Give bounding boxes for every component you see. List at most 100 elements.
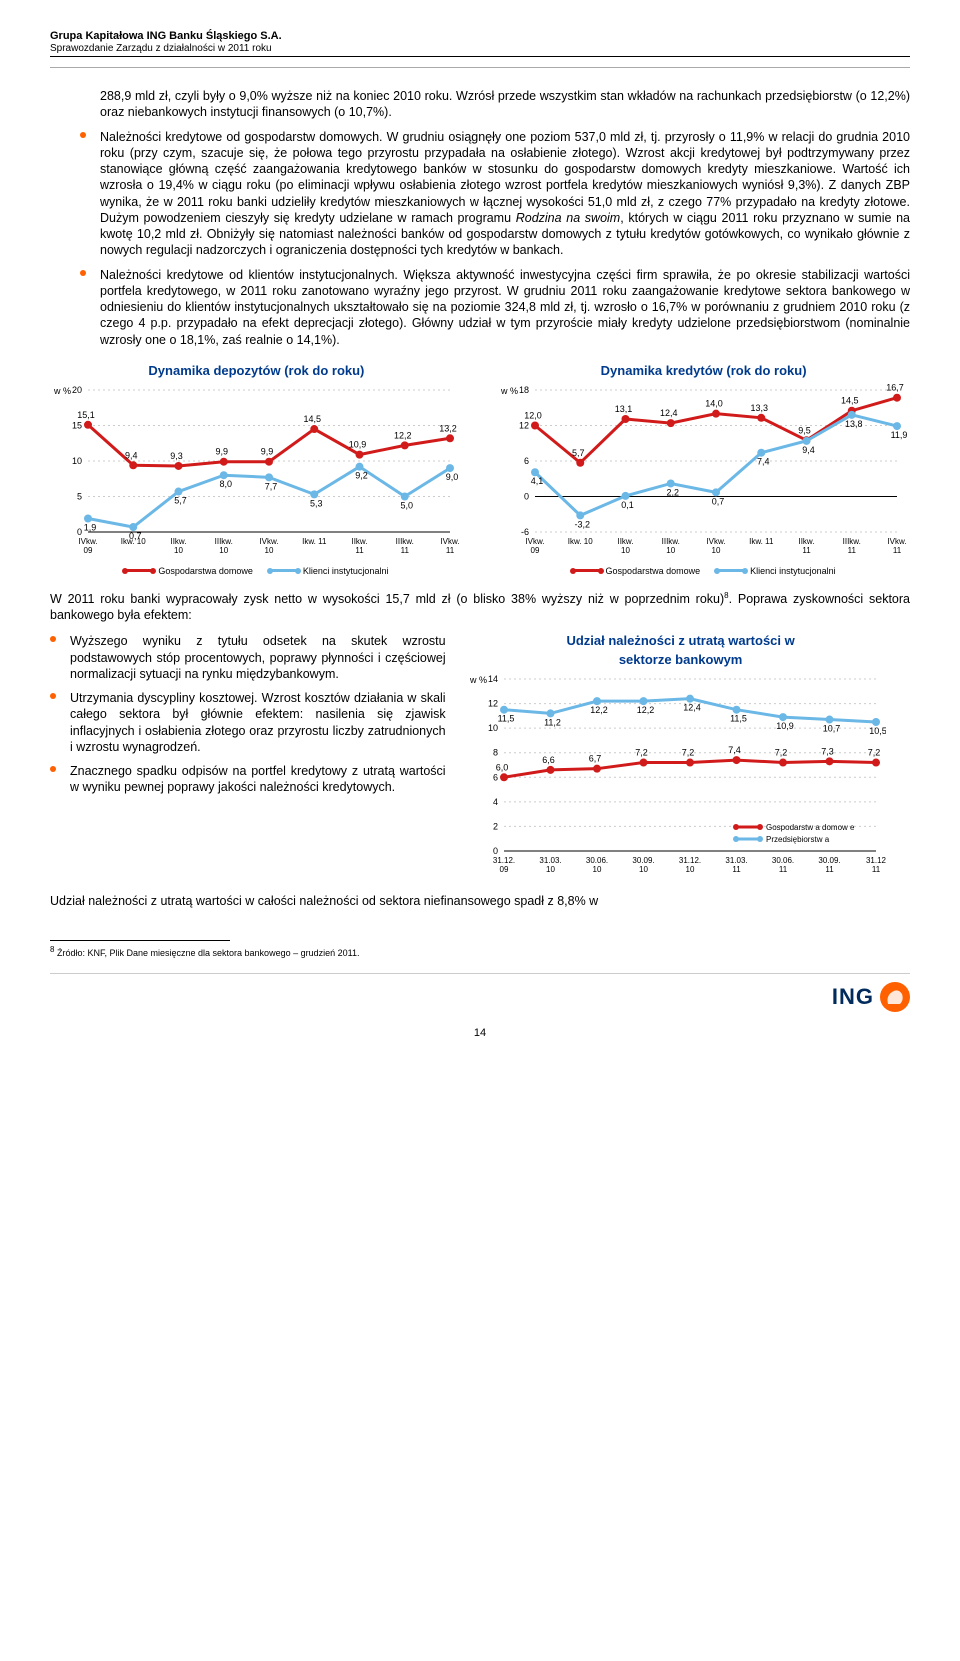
legend-gd: Gospodarstwa domowe	[158, 566, 253, 576]
svg-text:11: 11	[803, 546, 812, 555]
svg-text:10: 10	[488, 724, 498, 734]
svg-text:14,5: 14,5	[303, 414, 321, 424]
svg-text:12: 12	[488, 699, 498, 709]
svg-text:31.03.: 31.03.	[539, 856, 561, 865]
svg-text:10: 10	[712, 546, 721, 555]
svg-text:12,2: 12,2	[394, 430, 412, 440]
svg-text:14,0: 14,0	[705, 398, 723, 408]
svg-text:11: 11	[446, 546, 455, 555]
svg-text:2,2: 2,2	[667, 487, 680, 497]
svg-text:6,0: 6,0	[495, 763, 508, 773]
two-column-section: Wyższego wyniku z tytułu odsetek na skut…	[50, 633, 910, 881]
svg-text:6: 6	[493, 773, 498, 783]
svg-text:9,3: 9,3	[170, 451, 183, 461]
para-profit: W 2011 roku banki wypracowały zysk netto…	[50, 591, 910, 624]
svg-text:10,9: 10,9	[349, 439, 367, 449]
svg-text:IIIkw.: IIIkw.	[215, 537, 233, 546]
svg-text:16,7: 16,7	[886, 382, 904, 392]
svg-text:10: 10	[546, 865, 555, 874]
svg-text:0,7: 0,7	[712, 496, 725, 506]
svg-text:14: 14	[488, 674, 498, 684]
bullet-icon	[80, 270, 86, 276]
svg-text:IIkw.: IIkw.	[618, 537, 634, 546]
chart-credits-legend: Gospodarstwa domowe Klienci instytucjona…	[497, 566, 910, 576]
svg-text:-3,2: -3,2	[575, 519, 591, 529]
svg-text:5,0: 5,0	[400, 500, 413, 510]
svg-text:4: 4	[493, 797, 498, 807]
chart-deposits: Dynamika depozytów (rok do roku) 0510152…	[50, 363, 463, 576]
svg-text:IVkw.: IVkw.	[526, 537, 545, 546]
svg-text:7,2: 7,2	[635, 748, 648, 758]
svg-text:IIIkw.: IIIkw.	[662, 537, 680, 546]
bullet-1: Wyższego wyniku z tytułu odsetek na skut…	[50, 633, 446, 682]
svg-text:10,9: 10,9	[776, 721, 794, 731]
svg-text:IVkw.: IVkw.	[707, 537, 726, 546]
svg-text:11,9: 11,9	[891, 430, 907, 440]
svg-text:12,4: 12,4	[660, 408, 678, 418]
svg-text:09: 09	[531, 546, 540, 555]
svg-text:9,2: 9,2	[355, 470, 368, 480]
svg-text:7,4: 7,4	[728, 745, 741, 755]
svg-text:w %: w %	[500, 386, 518, 396]
chart-npl: Udział należności z utratą wartości w se…	[466, 633, 896, 881]
svg-text:10: 10	[592, 865, 601, 874]
svg-text:30.09.: 30.09.	[632, 856, 654, 865]
svg-text:7,2: 7,2	[681, 748, 694, 758]
svg-text:18: 18	[519, 385, 529, 395]
svg-text:10: 10	[621, 546, 630, 555]
legend-ki: Klienci instytucjonalni	[303, 566, 389, 576]
svg-text:IVkw.: IVkw.	[888, 537, 907, 546]
svg-text:10: 10	[667, 546, 676, 555]
svg-text:2: 2	[493, 822, 498, 832]
svg-text:11: 11	[848, 546, 857, 555]
svg-text:12,4: 12,4	[683, 703, 701, 713]
svg-text:12,0: 12,0	[524, 410, 542, 420]
svg-text:12,2: 12,2	[590, 706, 608, 716]
svg-text:9,5: 9,5	[798, 425, 811, 435]
svg-text:10: 10	[174, 546, 183, 555]
svg-text:10,5: 10,5	[869, 726, 886, 736]
svg-text:IIIkw.: IIIkw.	[843, 537, 861, 546]
svg-text:IVkw.: IVkw.	[78, 537, 97, 546]
svg-text:8: 8	[493, 748, 498, 758]
svg-text:10,7: 10,7	[822, 724, 840, 734]
svg-text:6: 6	[524, 456, 529, 466]
svg-text:9,4: 9,4	[125, 450, 138, 460]
svg-text:10: 10	[685, 865, 694, 874]
svg-text:8,0: 8,0	[219, 479, 232, 489]
svg-text:11: 11	[893, 546, 902, 555]
ing-logo-text: ING	[832, 984, 874, 1010]
svg-text:11,5: 11,5	[730, 714, 747, 724]
svg-text:Ikw. 11: Ikw. 11	[302, 537, 327, 546]
svg-text:9,0: 9,0	[446, 472, 459, 482]
svg-text:15,1: 15,1	[77, 410, 95, 420]
svg-text:9,9: 9,9	[261, 446, 274, 456]
svg-text:Ikw. 10: Ikw. 10	[121, 537, 146, 546]
svg-text:9,4: 9,4	[802, 445, 815, 455]
svg-text:7,2: 7,2	[774, 748, 787, 758]
svg-text:1,9: 1,9	[84, 522, 97, 532]
svg-text:0,1: 0,1	[621, 500, 634, 510]
svg-text:30.06.: 30.06.	[771, 856, 793, 865]
svg-text:IIkw.: IIkw.	[170, 537, 186, 546]
footnote-text: 8 Źródło: KNF, Plik Dane miesięczne dla …	[50, 945, 910, 958]
svg-text:31.12.: 31.12.	[492, 856, 514, 865]
svg-text:31.12: 31.12	[866, 856, 886, 865]
svg-text:30.09.: 30.09.	[818, 856, 840, 865]
svg-text:6,7: 6,7	[588, 754, 601, 764]
svg-text:11,5: 11,5	[497, 714, 514, 724]
svg-text:30.06.: 30.06.	[585, 856, 607, 865]
svg-text:IVkw.: IVkw.	[440, 537, 459, 546]
svg-text:13,8: 13,8	[845, 419, 863, 429]
svg-text:09: 09	[84, 546, 93, 555]
svg-text:Przedsiębiorstw a: Przedsiębiorstw a	[766, 835, 830, 844]
svg-text:10: 10	[219, 546, 228, 555]
svg-text:IVkw.: IVkw.	[259, 537, 278, 546]
chart-npl-title-1: Udział należności z utratą wartości w	[466, 633, 896, 648]
header-company: Grupa Kapitałowa ING Banku Śląskiego S.A…	[50, 30, 910, 42]
svg-text:7,4: 7,4	[757, 456, 770, 466]
bullet-2: Utrzymania dyscypliny kosztowej. Wzrost …	[50, 690, 446, 755]
header-subtitle: Sprawozdanie Zarządu z działalności w 20…	[50, 43, 910, 54]
svg-text:31.12.: 31.12.	[678, 856, 700, 865]
bullet-3: Znacznego spadku odpisów na portfel kred…	[50, 763, 446, 796]
